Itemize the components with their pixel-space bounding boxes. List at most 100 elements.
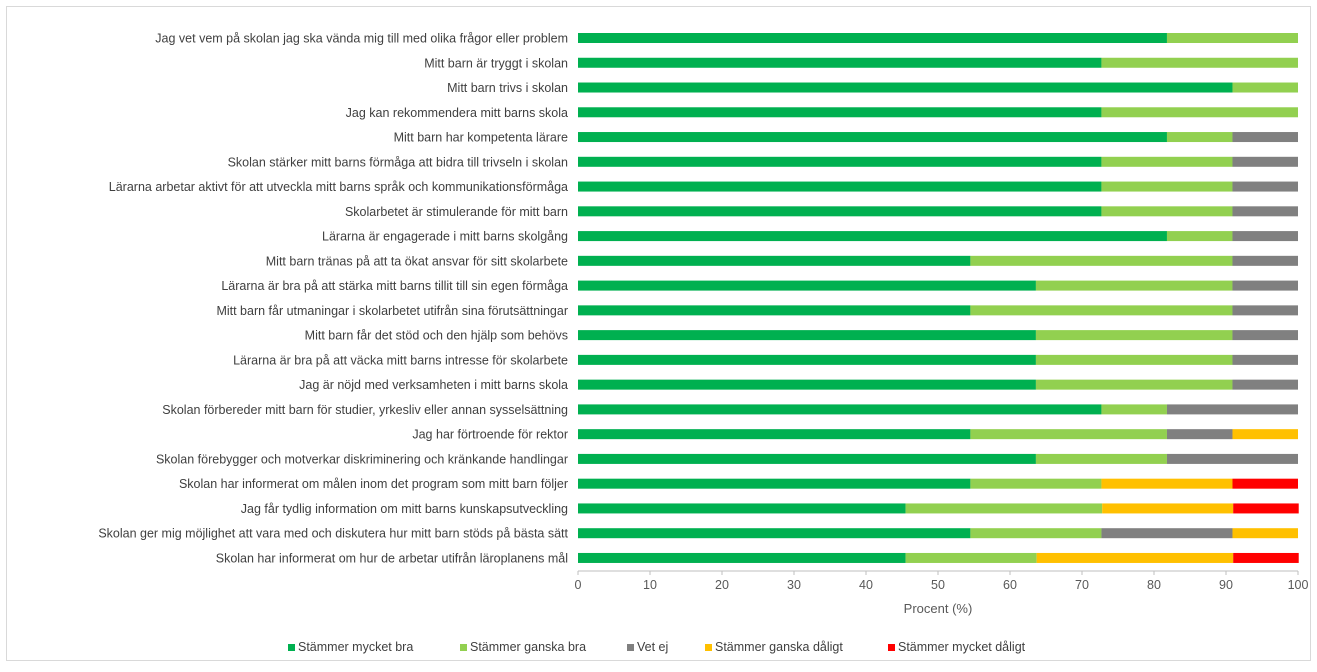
bar-segment (1232, 379, 1298, 390)
x-tick-label: 0 (575, 578, 582, 592)
category-label: Mitt barn tränas på att ta ökat ansvar f… (266, 254, 568, 268)
bar-segment (1232, 429, 1298, 440)
bar-segment (1035, 453, 1167, 464)
legend-label: Stämmer ganska dåligt (715, 640, 843, 654)
category-label: Skolan stärker mitt barns förmåga att bi… (228, 155, 568, 169)
category-label: Jag är nöjd med verksamheten i mitt barn… (299, 378, 568, 392)
x-tick-label: 90 (1219, 578, 1233, 592)
x-tick-label: 70 (1075, 578, 1089, 592)
x-tick-label: 100 (1288, 578, 1309, 592)
bar-segment (1232, 280, 1298, 291)
bar-segment (1035, 280, 1233, 291)
legend-label: Stämmer ganska bra (470, 640, 586, 654)
bar-segment (1101, 404, 1167, 415)
legend-label: Vet ej (637, 640, 668, 654)
bar-segment (578, 181, 1102, 192)
bar-segment (578, 429, 971, 440)
bar-segment (1101, 57, 1298, 68)
bar-segment (1232, 132, 1298, 143)
bar-segment (578, 255, 971, 266)
bar-segment (1166, 429, 1233, 440)
category-label: Skolan har informerat om hur de arbetar … (216, 551, 568, 565)
bar-segment (1035, 354, 1233, 365)
category-label: Skolan har informerat om målen inom det … (179, 477, 568, 491)
category-label: Jag har förtroende för rektor (412, 428, 568, 442)
bar-segment (578, 330, 1036, 341)
legend-swatch (460, 644, 467, 651)
bar-segment (1036, 552, 1234, 563)
bar-segment (970, 478, 1102, 489)
bar-segment (578, 156, 1102, 167)
bar-segment (578, 478, 971, 489)
bar-segment (905, 552, 1037, 563)
bar-segment (1232, 231, 1298, 242)
category-label: Lärarna är engagerade i mitt barns skolg… (322, 230, 568, 244)
bar-segment (1035, 379, 1233, 390)
bar-segment (1233, 552, 1299, 563)
bar-segment (1232, 305, 1298, 316)
category-label: Lärarna är bra på att stärka mitt barns … (221, 279, 568, 293)
bar-segment (1232, 181, 1298, 192)
bar-segment (1232, 354, 1298, 365)
bar-segment (578, 305, 971, 316)
x-tick-label: 30 (787, 578, 801, 592)
category-label: Skolan förbereder mitt barn för studier,… (162, 403, 568, 417)
x-tick-label: 50 (931, 578, 945, 592)
category-label: Skolan ger mig möjlighet att vara med oc… (98, 527, 568, 541)
bar-segment (578, 82, 1233, 93)
bar-segment (1101, 156, 1233, 167)
category-label: Lärarna arbetar aktivt för att utveckla … (109, 180, 568, 194)
x-axis-title: Procent (%) (904, 601, 973, 616)
category-label: Mitt barn har kompetenta lärare (394, 131, 568, 145)
category-label: Mitt barn får utmaningar i skolarbetet u… (216, 304, 568, 318)
bar-segment (1232, 156, 1298, 167)
x-tick-label: 40 (859, 578, 873, 592)
bar-segment (1035, 330, 1233, 341)
bar-segment (1166, 231, 1233, 242)
bar-segment (578, 132, 1167, 143)
legend-swatch (705, 644, 712, 651)
bar-segment (970, 255, 1233, 266)
category-label: Jag vet vem på skolan jag ska vända mig … (155, 32, 568, 46)
bar-segment (1232, 82, 1298, 93)
bar-segment (578, 231, 1167, 242)
bar-segment (578, 57, 1102, 68)
bar-segment (970, 528, 1102, 539)
bar-segment (578, 206, 1102, 217)
category-labels: Jag vet vem på skolan jag ska vända mig … (98, 32, 568, 566)
bar-segment (1101, 206, 1233, 217)
bar-segment (1232, 478, 1298, 489)
legend-swatch (288, 644, 295, 651)
bar-segment (1166, 33, 1298, 43)
category-label: Mitt barn är tryggt i skolan (424, 56, 568, 70)
legend-swatch (888, 644, 895, 651)
bar-segment (578, 453, 1036, 464)
bar-segment (578, 107, 1102, 118)
bar-segment (1232, 528, 1298, 539)
x-tick-label: 20 (715, 578, 729, 592)
category-label: Jag kan rekommendera mitt barns skola (346, 106, 568, 120)
bar-segment (1101, 528, 1233, 539)
legend-label: Stämmer mycket dåligt (898, 640, 1026, 654)
bar-segment (1232, 330, 1298, 341)
bar-segment (578, 528, 971, 539)
bar-segment (1101, 181, 1233, 192)
category-label: Mitt barn trivs i skolan (447, 81, 568, 95)
legend: Stämmer mycket bra Stämmer ganska bra Vet … (288, 640, 1026, 654)
legend-swatch (627, 644, 634, 651)
category-label: Mitt barn får det stöd och den hjälp som… (305, 329, 568, 343)
bar-segment (1232, 255, 1298, 266)
bar-segment (578, 404, 1102, 415)
bar-segment (1166, 453, 1298, 464)
bar-segment (970, 429, 1167, 440)
bar-segment (1102, 503, 1234, 514)
bar-segment (1166, 132, 1233, 143)
bar-segment (905, 503, 1103, 514)
category-label: Jag får tydlig information om mitt barns… (241, 502, 568, 516)
bars-layer (578, 33, 1299, 563)
bar-segment (578, 280, 1036, 291)
category-label: Skolarbetet är stimulerande för mitt bar… (345, 205, 568, 219)
category-label: Skolan förebygger och motverkar diskrimi… (156, 452, 568, 466)
bar-segment (578, 33, 1167, 43)
x-tick-label: 10 (643, 578, 657, 592)
